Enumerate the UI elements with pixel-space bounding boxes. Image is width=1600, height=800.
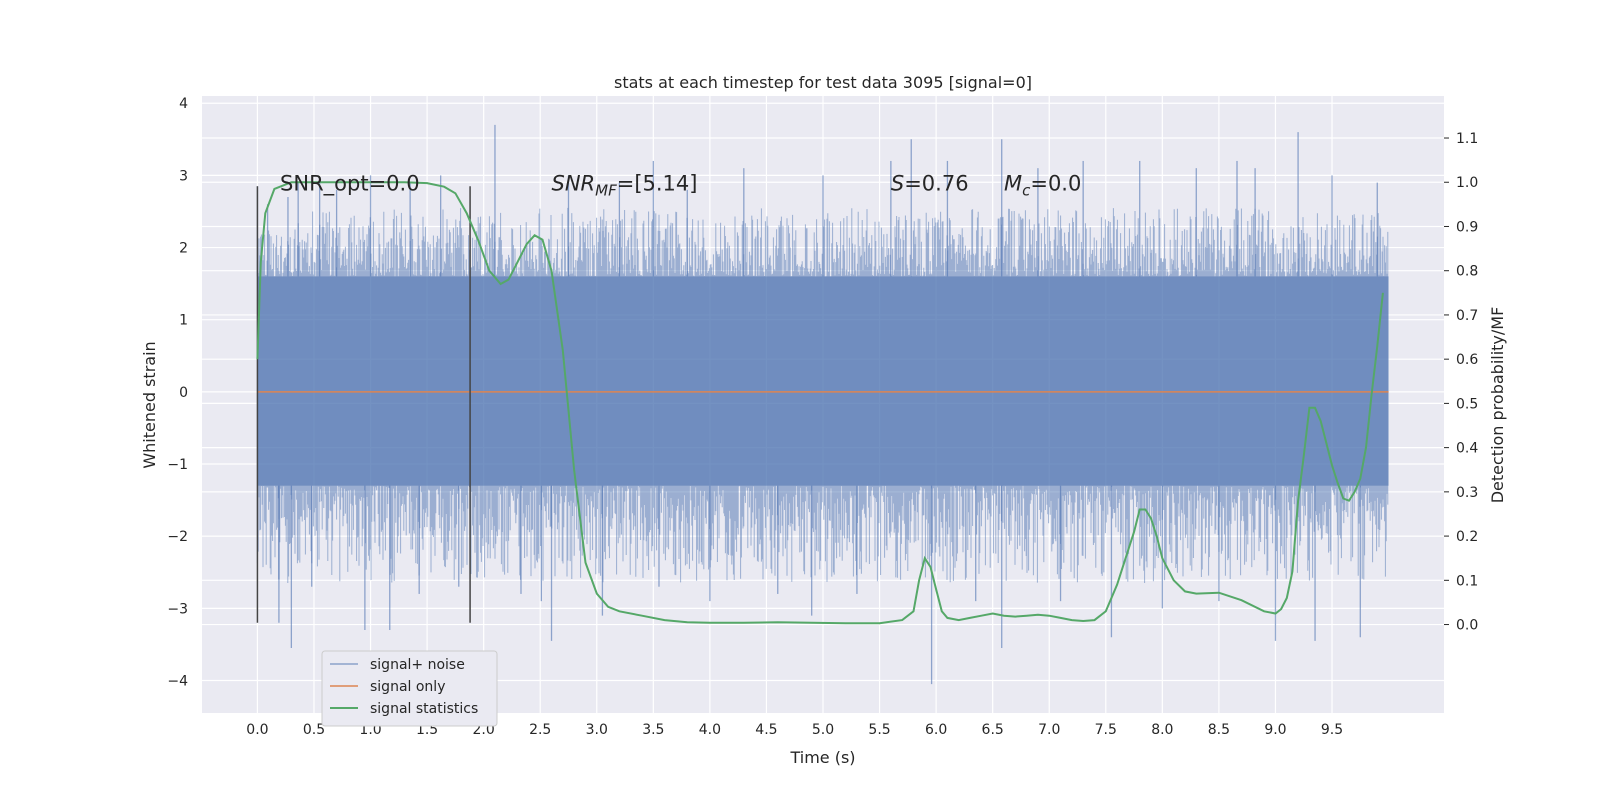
y2-axis-label: Detection probability/MF bbox=[1488, 307, 1507, 504]
x-tick-label: 5.5 bbox=[868, 722, 890, 738]
y2-tick-label: 0.1 bbox=[1456, 573, 1478, 589]
noise-series bbox=[256, 124, 1389, 685]
annotation-2: S=0.76 bbox=[891, 172, 969, 196]
y-tick-label: −3 bbox=[167, 601, 188, 617]
y2-tick-label: 1.0 bbox=[1456, 175, 1478, 191]
y2-tick-label: 0.3 bbox=[1456, 485, 1478, 501]
chart-title: stats at each timestep for test data 309… bbox=[614, 73, 1032, 92]
y-tick-label: 3 bbox=[179, 168, 188, 184]
y-tick-label: 0 bbox=[179, 385, 188, 401]
y-tick-label: 1 bbox=[179, 313, 188, 329]
annotation-0: SNR_opt=0.0 bbox=[280, 172, 420, 197]
annotation-3: Mc=0.0 bbox=[1004, 172, 1081, 200]
x-tick-label: 6.0 bbox=[925, 722, 947, 738]
annotation-1: SNRMF=[5.14] bbox=[552, 172, 698, 200]
y2-tick-label: 0.0 bbox=[1456, 618, 1478, 634]
x-tick-label: 9.5 bbox=[1321, 722, 1343, 738]
legend-label: signal only bbox=[370, 679, 445, 695]
y-tick-label: −2 bbox=[167, 529, 188, 545]
legend-label: signal+ noise bbox=[370, 657, 465, 673]
x-axis-label: Time (s) bbox=[789, 748, 855, 767]
y2-tick-label: 0.4 bbox=[1456, 441, 1478, 457]
y2-tick-label: 1.1 bbox=[1456, 131, 1478, 147]
x-tick-label: 0.0 bbox=[246, 722, 268, 738]
x-tick-label: 3.0 bbox=[586, 722, 608, 738]
legend: signal+ noise signal only signal statistic… bbox=[321, 650, 498, 727]
legend-box bbox=[321, 650, 498, 727]
x-tick-label: 4.5 bbox=[755, 722, 777, 738]
y-tick-label: −1 bbox=[167, 457, 188, 473]
y2-tick-label: 0.7 bbox=[1456, 308, 1478, 324]
x-tick-label: 7.5 bbox=[1095, 722, 1117, 738]
legend-label: signal statistics bbox=[370, 701, 478, 717]
x-tick-label: 4.0 bbox=[699, 722, 721, 738]
annotations: SNR_opt=0.0 SNRMF=[5.14] S=0.76 Mc=0.0 bbox=[280, 172, 1081, 200]
marks-layer bbox=[256, 181, 1389, 625]
x-tick-label: 8.5 bbox=[1208, 722, 1230, 738]
x-tick-label: 5.0 bbox=[812, 722, 834, 738]
y2-tick-label: 0.6 bbox=[1456, 352, 1478, 368]
x-tick-label: 9.0 bbox=[1264, 722, 1286, 738]
x-tick-label: 6.5 bbox=[982, 722, 1004, 738]
y2-tick-label: 0.2 bbox=[1456, 529, 1478, 545]
x-tick-label: 2.5 bbox=[529, 722, 551, 738]
y-axis-label: Whitened strain bbox=[140, 341, 159, 468]
y2-tick-label: 0.5 bbox=[1456, 396, 1478, 412]
y-tick-label: 4 bbox=[179, 96, 188, 112]
x-tick-label: 8.0 bbox=[1151, 722, 1173, 738]
axes-layer: 0.0 0.5 1.0 1.5 2.0 2.5 3.0 3.5 4.0 4.5 5.0 5.5 6.0 6… bbox=[167, 96, 1478, 738]
x-tick-label: 7.0 bbox=[1038, 722, 1060, 738]
x-tick-label: 0.5 bbox=[303, 722, 325, 738]
x-tick-label: 3.5 bbox=[642, 722, 664, 738]
y-tick-label: −4 bbox=[167, 674, 188, 690]
y2-tick-label: 0.9 bbox=[1456, 219, 1478, 235]
signal-statistics-line bbox=[256, 181, 1384, 625]
y-tick-label: 2 bbox=[179, 241, 188, 257]
y2-tick-label: 0.8 bbox=[1456, 264, 1478, 280]
